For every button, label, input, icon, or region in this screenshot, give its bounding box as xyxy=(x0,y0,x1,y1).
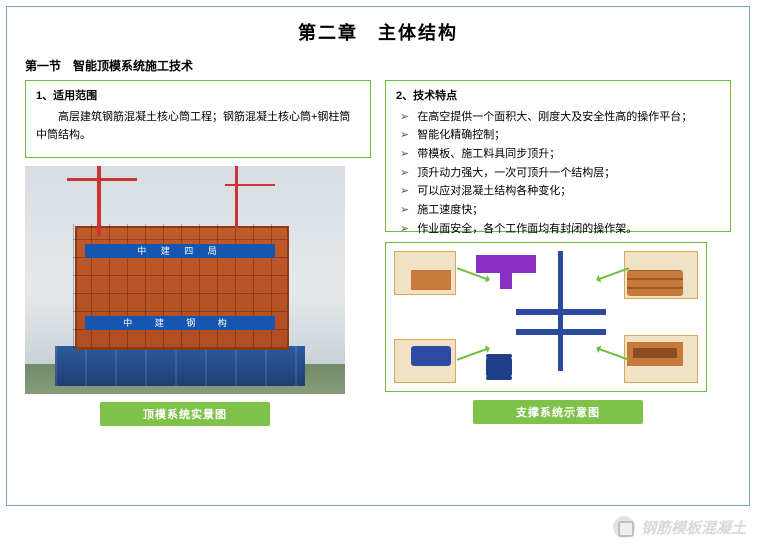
diagram-t-part xyxy=(476,255,536,273)
section-title: 第一节 智能顶模系统施工技术 xyxy=(25,57,731,74)
arrow-icon xyxy=(457,347,490,361)
diagram-inset-tl xyxy=(394,251,456,295)
diagram-inset-bl xyxy=(394,339,456,383)
right-column: 2、技术特点 在高空提供一个面积大、刚度大及安全性高的操作平台； 智能化精确控制… xyxy=(385,80,731,426)
caption-left: 顶模系统实景图 xyxy=(100,402,270,426)
diagram-spool xyxy=(486,357,512,377)
wechat-icon xyxy=(613,516,635,538)
photo-crane-1 xyxy=(97,166,101,236)
chapter-title: 第二章 主体结构 xyxy=(25,19,731,45)
photo-wrap: 中 建 四 局 中 建 钢 构 顶模系统实景图 xyxy=(25,166,345,426)
diagram-block xyxy=(411,270,451,290)
scope-text: 高层建筑钢筋混凝土核心筒工程；钢筋混凝土核心筒+钢柱筒中筒结构。 xyxy=(36,108,360,145)
feature-item: 可以应对混凝土结构各种变化； xyxy=(396,182,720,201)
site-photo: 中 建 四 局 中 建 钢 构 xyxy=(25,166,345,394)
diagram-inset-br xyxy=(624,335,698,383)
features-list: 在高空提供一个面积大、刚度大及安全性高的操作平台； 智能化精确控制； 带模板、施… xyxy=(396,108,720,239)
caption-right: 支撑系统示意图 xyxy=(473,400,643,424)
photo-banner-2: 中 建 钢 构 xyxy=(85,316,275,330)
diagram-block-2 xyxy=(411,346,451,366)
scope-heading: 1、适用范围 xyxy=(36,87,360,106)
two-column-layout: 1、适用范围 高层建筑钢筋混凝土核心筒工程；钢筋混凝土核心筒+钢柱筒中筒结构。 … xyxy=(25,80,731,426)
watermark: 钢筋模板混凝土 xyxy=(613,516,746,538)
diagram-crossbar-1 xyxy=(516,309,606,315)
diagram-inset-tr xyxy=(624,251,698,299)
watermark-text: 钢筋模板混凝土 xyxy=(641,517,746,538)
left-column: 1、适用范围 高层建筑钢筋混凝土核心筒工程；钢筋混凝土核心筒+钢柱筒中筒结构。 … xyxy=(25,80,371,426)
diagram-pipes xyxy=(627,270,683,296)
diagram-crossbar-2 xyxy=(516,329,606,335)
photo-banner-1: 中 建 四 局 xyxy=(85,244,275,258)
page-frame: 第二章 主体结构 第一节 智能顶模系统施工技术 1、适用范围 高层建筑钢筋混凝土… xyxy=(6,6,750,506)
photo-base xyxy=(55,346,305,386)
diagram-bench xyxy=(627,342,683,366)
features-box: 2、技术特点 在高空提供一个面积大、刚度大及安全性高的操作平台； 智能化精确控制… xyxy=(385,80,731,232)
photo-crane-2 xyxy=(235,166,238,228)
feature-item: 顶升动力强大，一次可顶升一个结构层； xyxy=(396,164,720,183)
features-heading: 2、技术特点 xyxy=(396,87,720,106)
feature-item: 作业面安全，各个工作面均有封闭的操作架。 xyxy=(396,220,720,239)
scope-box: 1、适用范围 高层建筑钢筋混凝土核心筒工程；钢筋混凝土核心筒+钢柱筒中筒结构。 xyxy=(25,80,371,158)
feature-item: 施工速度快； xyxy=(396,201,720,220)
support-diagram xyxy=(385,242,707,392)
feature-item: 智能化精确控制； xyxy=(396,126,720,145)
feature-item: 在高空提供一个面积大、刚度大及安全性高的操作平台； xyxy=(396,108,720,127)
feature-item: 带模板、施工料具同步顶升； xyxy=(396,145,720,164)
